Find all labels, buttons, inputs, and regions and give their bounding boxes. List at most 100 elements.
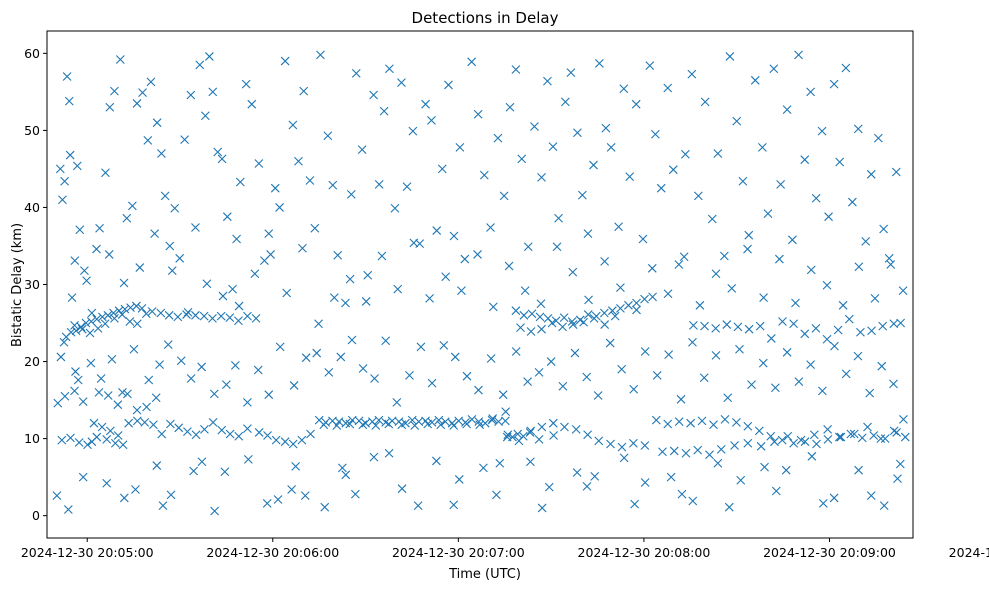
data-point [70,320,79,330]
data-point [645,61,655,71]
data-point [811,324,821,333]
data-point [534,434,544,444]
data-point [818,498,828,508]
data-point [579,317,588,327]
data-point [573,128,582,138]
data-point [475,420,485,430]
data-point [94,387,104,397]
data-point [52,491,62,501]
data-point [756,441,766,451]
data-point [103,391,113,400]
data-point [289,381,299,390]
data-point [617,442,627,452]
data-point [183,307,193,317]
data-point [713,458,723,468]
data-point [62,72,72,81]
data-point [835,157,845,167]
data-point [167,266,177,276]
data-point [243,455,253,464]
data-point [700,97,710,107]
data-point [568,267,578,277]
data-point [186,374,196,383]
data-point [176,356,186,366]
data-point [170,203,180,213]
data-point [514,436,524,446]
data-point [625,172,635,182]
data-point [220,467,230,477]
data-point [847,197,857,207]
data-point [85,328,95,338]
data-point [617,364,627,374]
data-point [733,322,743,332]
data-point [530,122,539,131]
data-point [118,387,127,397]
data-point [234,431,244,441]
data-point [789,438,799,448]
data-point [723,393,733,403]
x-tick-label: 2024-12-30 20:07:00 [392,545,525,560]
data-point [770,383,780,393]
data-point [110,314,119,323]
data-point [247,99,257,109]
data-point [707,214,717,224]
data-point [282,288,292,298]
data-point [144,375,154,385]
data-point [280,56,290,66]
data-point [83,440,92,450]
data-point [75,225,85,235]
data-point [254,428,264,437]
data-point [680,149,690,159]
data-point [462,419,472,429]
data-point [519,310,529,320]
data-point [347,335,357,345]
data-point [800,329,810,339]
data-point [806,360,816,370]
data-point [374,415,384,425]
data-point [548,418,558,428]
data-point [275,342,285,352]
data-point [92,244,101,254]
data-point [783,431,793,441]
data-point [686,418,696,428]
data-point [719,251,729,261]
data-point [460,254,470,264]
data-point [462,371,472,381]
data-point [165,241,175,251]
data-point [264,229,274,239]
data-point [877,361,887,371]
data-point [552,242,562,252]
data-point [781,465,791,475]
data-point [711,350,721,360]
data-point [536,299,546,309]
data-point [619,453,629,463]
data-point [137,303,147,313]
data-point [502,432,512,442]
data-point [668,165,678,175]
data-point [444,80,453,90]
data-point [664,350,674,360]
data-point [525,428,535,437]
data-point [86,317,96,326]
data-point [105,102,115,112]
data-point [328,180,338,190]
data-point [867,326,876,336]
data-point [895,459,905,469]
data-point [824,212,833,222]
data-point [554,213,563,223]
data-point [558,381,568,391]
data-point [567,317,577,326]
data-point [421,99,430,109]
data-point [467,57,477,67]
data-point [537,324,546,334]
data-point [156,308,166,318]
data-point [647,263,657,273]
data-point [777,435,787,445]
data-point [865,388,875,398]
data-point [674,417,684,427]
y-tick-label: 0 [32,508,40,523]
data-point [590,471,600,481]
data-point [854,465,863,475]
data-point [427,115,436,125]
data-point [492,490,501,500]
data-point [534,367,544,377]
